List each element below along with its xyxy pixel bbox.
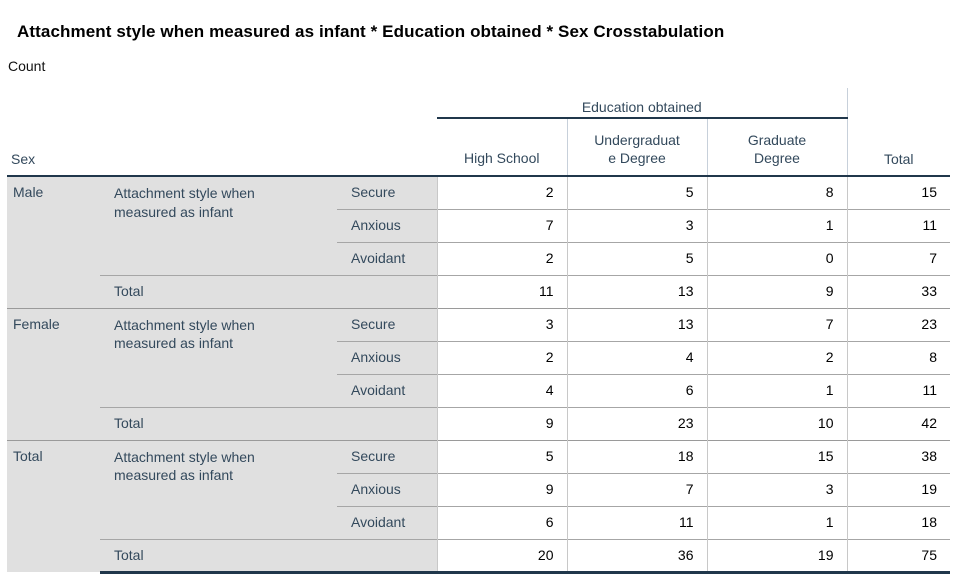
sex-dimension-label: Sex bbox=[7, 88, 437, 177]
count-cell: 20 bbox=[436, 538, 567, 574]
category-label-avoidant: Avoidant bbox=[337, 505, 437, 539]
table-row: Male Attachment style when measured as i… bbox=[7, 176, 950, 308]
count-cell: 19 bbox=[846, 472, 950, 506]
count-cell: 4 bbox=[436, 373, 567, 407]
count-cell: 33 bbox=[846, 274, 950, 308]
category-label-anxious: Anxious bbox=[337, 340, 437, 374]
count-cell: 8 bbox=[846, 340, 950, 374]
category-label-secure: Secure bbox=[337, 439, 437, 473]
table-row: Female Attachment style when measured as… bbox=[7, 307, 950, 440]
table-row: Anxious 9 7 3 19 bbox=[7, 472, 950, 506]
count-cell: 11 bbox=[566, 505, 707, 539]
count-cell: 23 bbox=[566, 406, 707, 440]
count-cell: 38 bbox=[846, 439, 950, 473]
count-cell: 9 bbox=[706, 274, 847, 308]
count-cell: 6 bbox=[566, 373, 707, 407]
attachment-style-row-label: Attachment style when measured as infant bbox=[100, 307, 337, 407]
table-row: Avoidant 2 5 0 7 bbox=[7, 241, 950, 275]
category-label-avoidant: Avoidant bbox=[337, 241, 437, 275]
attachment-style-row-label: Attachment style when measured as infant bbox=[100, 439, 337, 539]
count-cell: 0 bbox=[706, 241, 847, 275]
count-cell: 5 bbox=[566, 176, 707, 209]
table-row: Avoidant 4 6 1 11 bbox=[7, 373, 950, 407]
category-label-anxious: Anxious bbox=[337, 472, 437, 506]
count-cell: 75 bbox=[846, 538, 950, 574]
count-cell: 7 bbox=[846, 241, 950, 275]
sex-group-label-female: Female bbox=[7, 307, 100, 440]
count-cell: 42 bbox=[846, 406, 950, 440]
table-row: Total Attachment style when measured as … bbox=[7, 439, 950, 572]
count-cell: 3 bbox=[566, 208, 707, 242]
count-cell: 3 bbox=[706, 472, 847, 506]
table-row-grand-total: Total 20 36 19 75 bbox=[7, 538, 950, 574]
count-cell: 13 bbox=[566, 274, 707, 308]
crosstab-table[interactable]: Sex Education obtained Total High School… bbox=[7, 88, 950, 574]
count-cell: 2 bbox=[706, 340, 847, 374]
count-cell: 11 bbox=[846, 208, 950, 242]
category-label-secure: Secure bbox=[337, 176, 437, 209]
count-cell: 1 bbox=[706, 208, 847, 242]
table-row: Anxious 7 3 1 11 bbox=[7, 208, 950, 242]
crosstab-title: Attachment style when measured as infant… bbox=[17, 22, 725, 41]
group-total-label: Total bbox=[100, 406, 437, 440]
sex-group-label-total: Total bbox=[7, 439, 100, 572]
count-cell: 36 bbox=[566, 538, 707, 574]
count-cell: 10 bbox=[706, 406, 847, 440]
count-cell: 7 bbox=[706, 307, 847, 341]
education-dimension-label: Education obtained bbox=[437, 88, 847, 119]
category-label-avoidant: Avoidant bbox=[337, 373, 437, 407]
column-header-total: Total bbox=[846, 88, 950, 177]
header-row-categories: High School Undergraduate Degree Graduat… bbox=[7, 118, 950, 177]
count-cell: 5 bbox=[566, 241, 707, 275]
table-row-subtotal: Total 9 23 10 42 bbox=[7, 406, 950, 440]
count-cell: 3 bbox=[436, 307, 567, 341]
table-row-subtotal: Total 11 13 9 33 bbox=[7, 274, 950, 308]
column-header-high-school: High School bbox=[437, 118, 567, 177]
count-cell: 2 bbox=[436, 241, 567, 275]
count-cell: 9 bbox=[436, 406, 567, 440]
table-row: Avoidant 6 11 1 18 bbox=[7, 505, 950, 539]
count-cell: 4 bbox=[566, 340, 707, 374]
count-cell: 1 bbox=[706, 373, 847, 407]
category-label-secure: Secure bbox=[337, 307, 437, 341]
sex-group-label-male: Male bbox=[7, 176, 100, 308]
count-cell: 7 bbox=[566, 472, 707, 506]
header-row-dimension: Sex Education obtained Total bbox=[7, 88, 950, 177]
column-header-graduate-degree: Graduate Degree bbox=[706, 118, 847, 177]
count-cell: 11 bbox=[846, 373, 950, 407]
count-cell: 8 bbox=[706, 176, 847, 209]
count-cell: 18 bbox=[566, 439, 707, 473]
grand-total-label: Total bbox=[100, 538, 437, 574]
count-cell: 5 bbox=[436, 439, 567, 473]
count-cell: 2 bbox=[436, 176, 567, 209]
count-cell: 15 bbox=[846, 176, 950, 209]
count-cell: 23 bbox=[846, 307, 950, 341]
count-cell: 9 bbox=[436, 472, 567, 506]
count-cell: 13 bbox=[566, 307, 707, 341]
count-cell: 1 bbox=[706, 505, 847, 539]
table-row: Anxious 2 4 2 8 bbox=[7, 340, 950, 374]
count-cell: 15 bbox=[706, 439, 847, 473]
column-header-undergraduate-degree: Undergraduate Degree bbox=[566, 118, 707, 177]
count-cell: 7 bbox=[436, 208, 567, 242]
category-label-anxious: Anxious bbox=[337, 208, 437, 242]
count-cell: 6 bbox=[436, 505, 567, 539]
count-cell: 19 bbox=[706, 538, 847, 574]
count-statistic-label: Count bbox=[8, 58, 46, 74]
count-cell: 18 bbox=[846, 505, 950, 539]
count-cell: 2 bbox=[436, 340, 567, 374]
count-cell: 11 bbox=[436, 274, 567, 308]
attachment-style-row-label: Attachment style when measured as infant bbox=[100, 176, 337, 275]
group-total-label: Total bbox=[100, 274, 437, 308]
